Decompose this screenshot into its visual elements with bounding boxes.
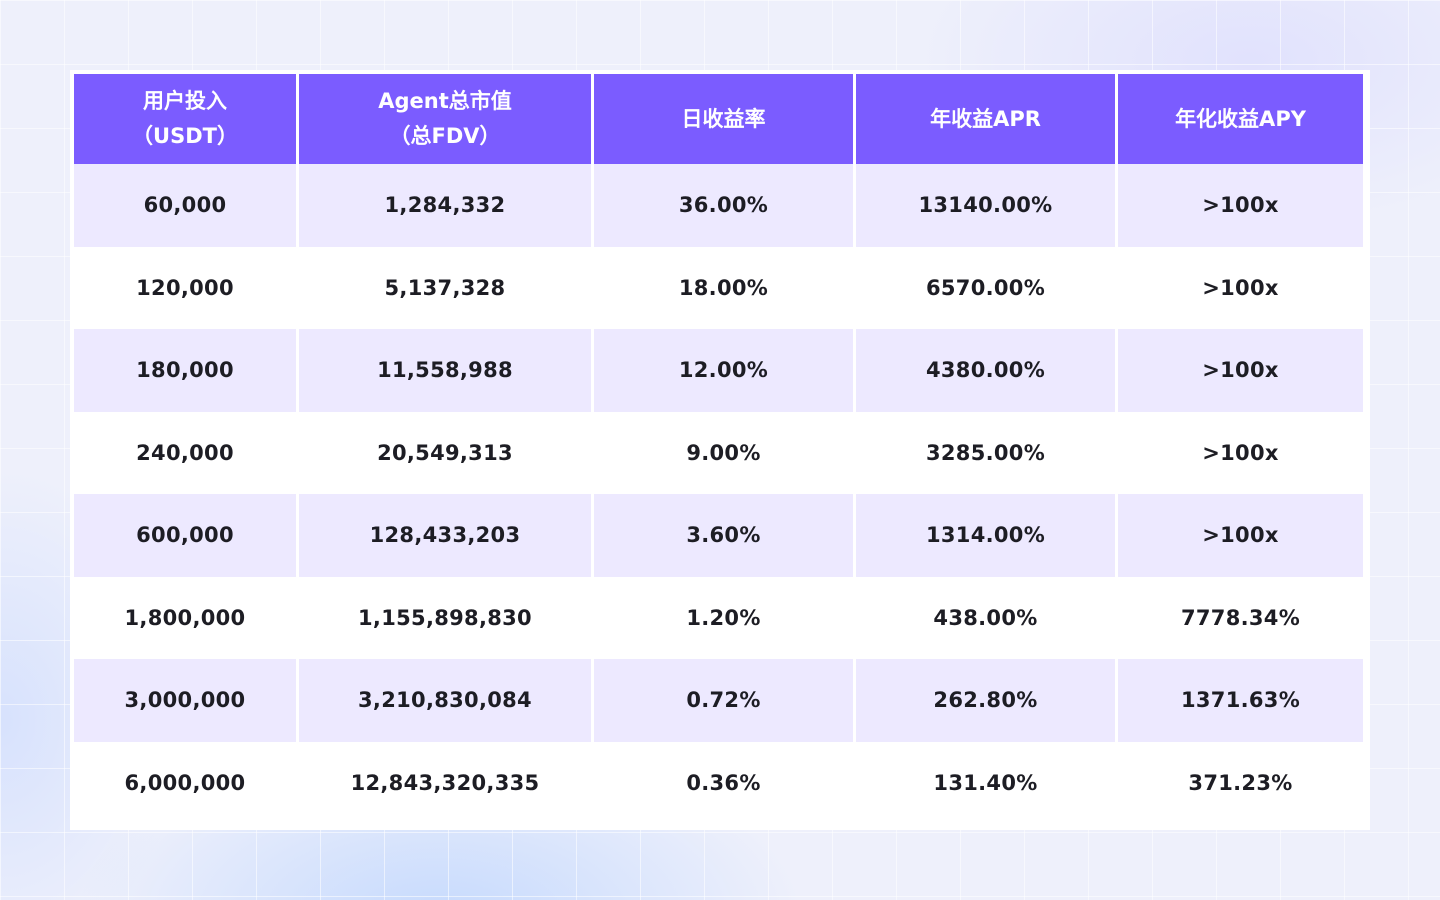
cell-daily-yield: 0.72% bbox=[594, 659, 853, 742]
table-row: 600,000 128,433,203 3.60% 1314.00% >100x bbox=[74, 494, 1363, 577]
header-agent-fdv: Agent总市值 （总FDV） bbox=[299, 74, 591, 164]
header-annual-apr: 年收益APR bbox=[856, 74, 1115, 164]
table-row: 60,000 1,284,332 36.00% 13140.00% >100x bbox=[74, 164, 1363, 247]
table-card: 用户投入 （USDT） Agent总市值 （总FDV） 日收益率 年收益APR … bbox=[70, 70, 1370, 830]
cell-annual-apy: 7778.34% bbox=[1118, 576, 1363, 659]
table-row: 1,800,000 1,155,898,830 1.20% 438.00% 7778.3… bbox=[74, 576, 1363, 659]
cell-daily-yield: 18.00% bbox=[594, 246, 853, 329]
cell-daily-yield: 36.00% bbox=[594, 164, 853, 247]
cell-daily-yield: 0.36% bbox=[594, 741, 853, 824]
cell-agent-fdv: 20,549,313 bbox=[299, 411, 591, 494]
cell-user-investment: 180,000 bbox=[74, 329, 296, 412]
cell-annual-apy: 371.23% bbox=[1118, 741, 1363, 824]
yield-table: 用户投入 （USDT） Agent总市值 （总FDV） 日收益率 年收益APR … bbox=[71, 74, 1366, 824]
cell-annual-apr: 6570.00% bbox=[856, 246, 1115, 329]
cell-daily-yield: 3.60% bbox=[594, 494, 853, 577]
header-annual-apy: 年化收益APY bbox=[1118, 74, 1363, 164]
table-row: 240,000 20,549,313 9.00% 3285.00% >100x bbox=[74, 411, 1363, 494]
cell-agent-fdv: 11,558,988 bbox=[299, 329, 591, 412]
cell-annual-apr: 13140.00% bbox=[856, 164, 1115, 247]
table-body: 60,000 1,284,332 36.00% 13140.00% >100x 120,0… bbox=[74, 164, 1363, 824]
table-header-row: 用户投入 （USDT） Agent总市值 （总FDV） 日收益率 年收益APR … bbox=[74, 74, 1363, 164]
cell-daily-yield: 12.00% bbox=[594, 329, 853, 412]
cell-annual-apr: 4380.00% bbox=[856, 329, 1115, 412]
cell-agent-fdv: 128,433,203 bbox=[299, 494, 591, 577]
cell-user-investment: 3,000,000 bbox=[74, 659, 296, 742]
header-user-investment: 用户投入 （USDT） bbox=[74, 74, 296, 164]
cell-annual-apr: 262.80% bbox=[856, 659, 1115, 742]
cell-user-investment: 240,000 bbox=[74, 411, 296, 494]
table-row: 6,000,000 12,843,320,335 0.36% 131.40% 371.2… bbox=[74, 741, 1363, 824]
cell-annual-apr: 1314.00% bbox=[856, 494, 1115, 577]
cell-daily-yield: 9.00% bbox=[594, 411, 853, 494]
cell-annual-apy: >100x bbox=[1118, 494, 1363, 577]
table-row: 3,000,000 3,210,830,084 0.72% 262.80% 1371.6… bbox=[74, 659, 1363, 742]
cell-agent-fdv: 1,284,332 bbox=[299, 164, 591, 247]
cell-agent-fdv: 3,210,830,084 bbox=[299, 659, 591, 742]
cell-user-investment: 1,800,000 bbox=[74, 576, 296, 659]
cell-agent-fdv: 12,843,320,335 bbox=[299, 741, 591, 824]
table-row: 180,000 11,558,988 12.00% 4380.00% >100x bbox=[74, 329, 1363, 412]
cell-annual-apr: 3285.00% bbox=[856, 411, 1115, 494]
cell-annual-apr: 438.00% bbox=[856, 576, 1115, 659]
cell-daily-yield: 1.20% bbox=[594, 576, 853, 659]
cell-agent-fdv: 1,155,898,830 bbox=[299, 576, 591, 659]
cell-annual-apy: >100x bbox=[1118, 329, 1363, 412]
cell-annual-apy: >100x bbox=[1118, 411, 1363, 494]
cell-annual-apy: >100x bbox=[1118, 246, 1363, 329]
cell-annual-apr: 131.40% bbox=[856, 741, 1115, 824]
cell-user-investment: 60,000 bbox=[74, 164, 296, 247]
cell-annual-apy: >100x bbox=[1118, 164, 1363, 247]
cell-annual-apy: 1371.63% bbox=[1118, 659, 1363, 742]
cell-user-investment: 6,000,000 bbox=[74, 741, 296, 824]
cell-user-investment: 120,000 bbox=[74, 246, 296, 329]
cell-agent-fdv: 5,137,328 bbox=[299, 246, 591, 329]
table-row: 120,000 5,137,328 18.00% 6570.00% >100x bbox=[74, 246, 1363, 329]
header-daily-yield: 日收益率 bbox=[594, 74, 853, 164]
cell-user-investment: 600,000 bbox=[74, 494, 296, 577]
